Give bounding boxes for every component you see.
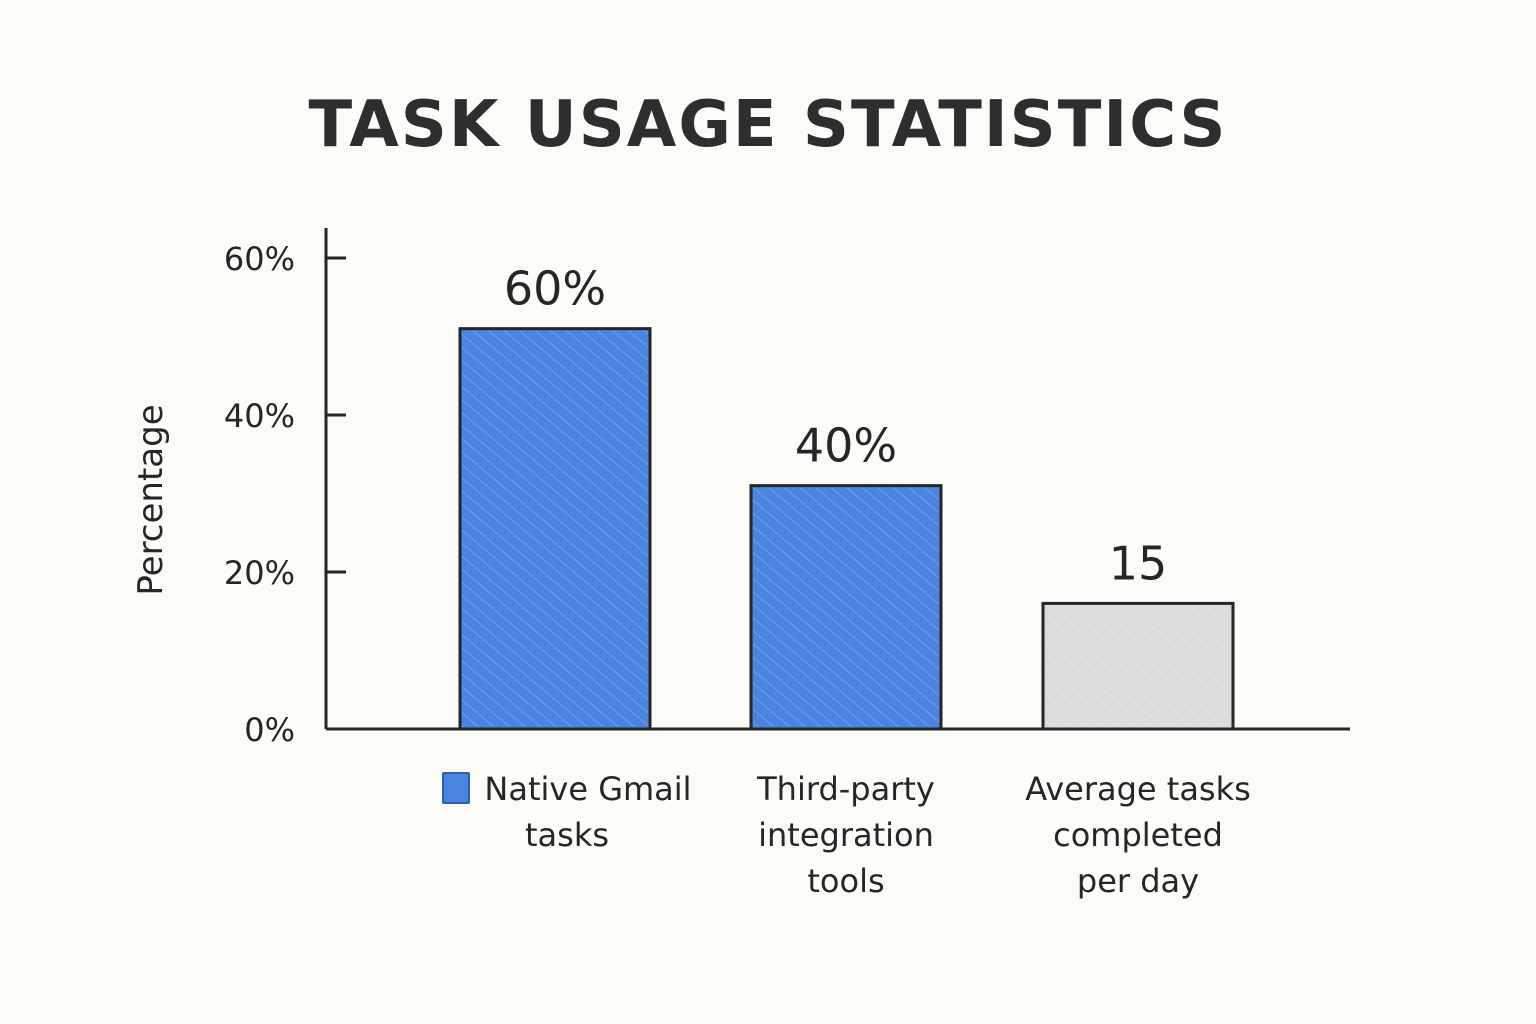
y-tick-label: 60% (224, 240, 295, 278)
x-category-label-line: Third-party (706, 766, 986, 812)
x-category-text: Average tasks (1025, 770, 1251, 808)
x-category-label-line: integration (706, 812, 986, 858)
y-tick-label: 20% (224, 554, 295, 592)
bar-value-label: 15 (1109, 536, 1168, 590)
x-category-label-line: Native Gmail (427, 766, 707, 812)
x-category-text: integration (758, 816, 934, 854)
bar-value-label: 40% (795, 419, 897, 473)
x-category-label-line: per day (998, 858, 1278, 904)
bar-texture (1045, 605, 1231, 727)
x-category-label-line: tasks (427, 812, 707, 858)
x-category-text: per day (1076, 862, 1200, 900)
x-category-text: tasks (524, 816, 610, 854)
x-category-label: Third-party integration tools (706, 766, 986, 904)
x-category-label-line: Average tasks (998, 766, 1278, 812)
y-tick-label: 0% (244, 711, 295, 749)
y-tick-label: 40% (224, 397, 295, 435)
x-category-label: Native Gmail tasks (427, 766, 707, 858)
x-category-text: tools (807, 862, 885, 900)
x-category-label-line: completed (998, 812, 1278, 858)
x-category-text: Native Gmail (484, 770, 692, 808)
x-category-label-line: tools (706, 858, 986, 904)
bar-texture (753, 487, 939, 727)
x-category-text: Third-party (757, 770, 935, 808)
x-category-text: completed (1053, 816, 1223, 854)
y-axis-label: Percentage (131, 404, 171, 595)
bar-texture (462, 330, 648, 727)
legend-swatch (442, 772, 471, 804)
bar-value-label: 60% (504, 262, 606, 316)
chart-title: TASK USAGE STATISTICS (308, 88, 1228, 162)
x-category-label: Average tasks completed per day (998, 766, 1278, 904)
